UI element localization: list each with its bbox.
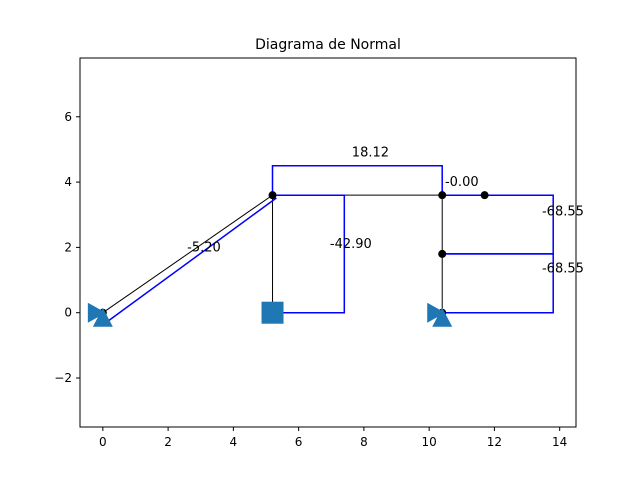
normal-diagram-lines bbox=[102, 165, 554, 324]
force-value-label: -5.20 bbox=[187, 240, 221, 255]
diagram-polyline bbox=[271, 165, 443, 196]
y-tick-label: 0 bbox=[64, 306, 72, 320]
force-value-label: -68.55 bbox=[542, 204, 584, 219]
force-value-labels: -5.20 18.12 -0.00 -42.90 -68.55 -68.55 bbox=[187, 146, 584, 277]
supports bbox=[87, 301, 453, 327]
y-tick-label: 2 bbox=[64, 240, 72, 254]
support-pin-triangle bbox=[432, 307, 453, 327]
diagram-polyline bbox=[442, 253, 554, 314]
force-value-label: -68.55 bbox=[542, 262, 584, 277]
force-value-label: -42.90 bbox=[330, 237, 372, 252]
x-tick-label: 14 bbox=[552, 435, 567, 449]
force-value-label: -0.00 bbox=[445, 175, 479, 190]
y-tick-label: 4 bbox=[64, 175, 72, 189]
x-tick-label: 4 bbox=[230, 435, 238, 449]
node-marker bbox=[480, 191, 489, 200]
y-tick-label: 6 bbox=[64, 110, 72, 124]
structure-nodes bbox=[98, 191, 489, 317]
x-tick-label: 8 bbox=[360, 435, 368, 449]
x-axis-ticks: 0 2 4 6 8 10 12 14 bbox=[99, 427, 567, 449]
node-marker bbox=[438, 191, 447, 200]
plot-frame bbox=[79, 57, 577, 428]
support-roller-triangle bbox=[427, 302, 446, 323]
y-axis-ticks: −2 0 2 4 6 bbox=[54, 110, 80, 385]
plot-title: Diagrama de Normal bbox=[255, 37, 401, 53]
x-tick-label: 12 bbox=[487, 435, 502, 449]
node-marker bbox=[438, 249, 447, 258]
x-tick-label: 6 bbox=[295, 435, 303, 449]
structure-members bbox=[102, 194, 485, 314]
support-fixed-square bbox=[261, 301, 284, 324]
x-tick-label: 0 bbox=[99, 435, 107, 449]
x-tick-label: 2 bbox=[164, 435, 172, 449]
diagram-polyline bbox=[442, 194, 554, 255]
diagram-polyline bbox=[272, 194, 346, 314]
structure-member bbox=[102, 194, 273, 314]
diagram-polyline bbox=[102, 194, 277, 324]
support-pin-triangle bbox=[92, 307, 113, 327]
y-tick-label: −2 bbox=[54, 371, 72, 385]
force-value-label: 18.12 bbox=[352, 146, 389, 161]
node-marker bbox=[268, 191, 277, 200]
x-tick-label: 10 bbox=[422, 435, 437, 449]
support-roller-triangle bbox=[87, 302, 106, 323]
